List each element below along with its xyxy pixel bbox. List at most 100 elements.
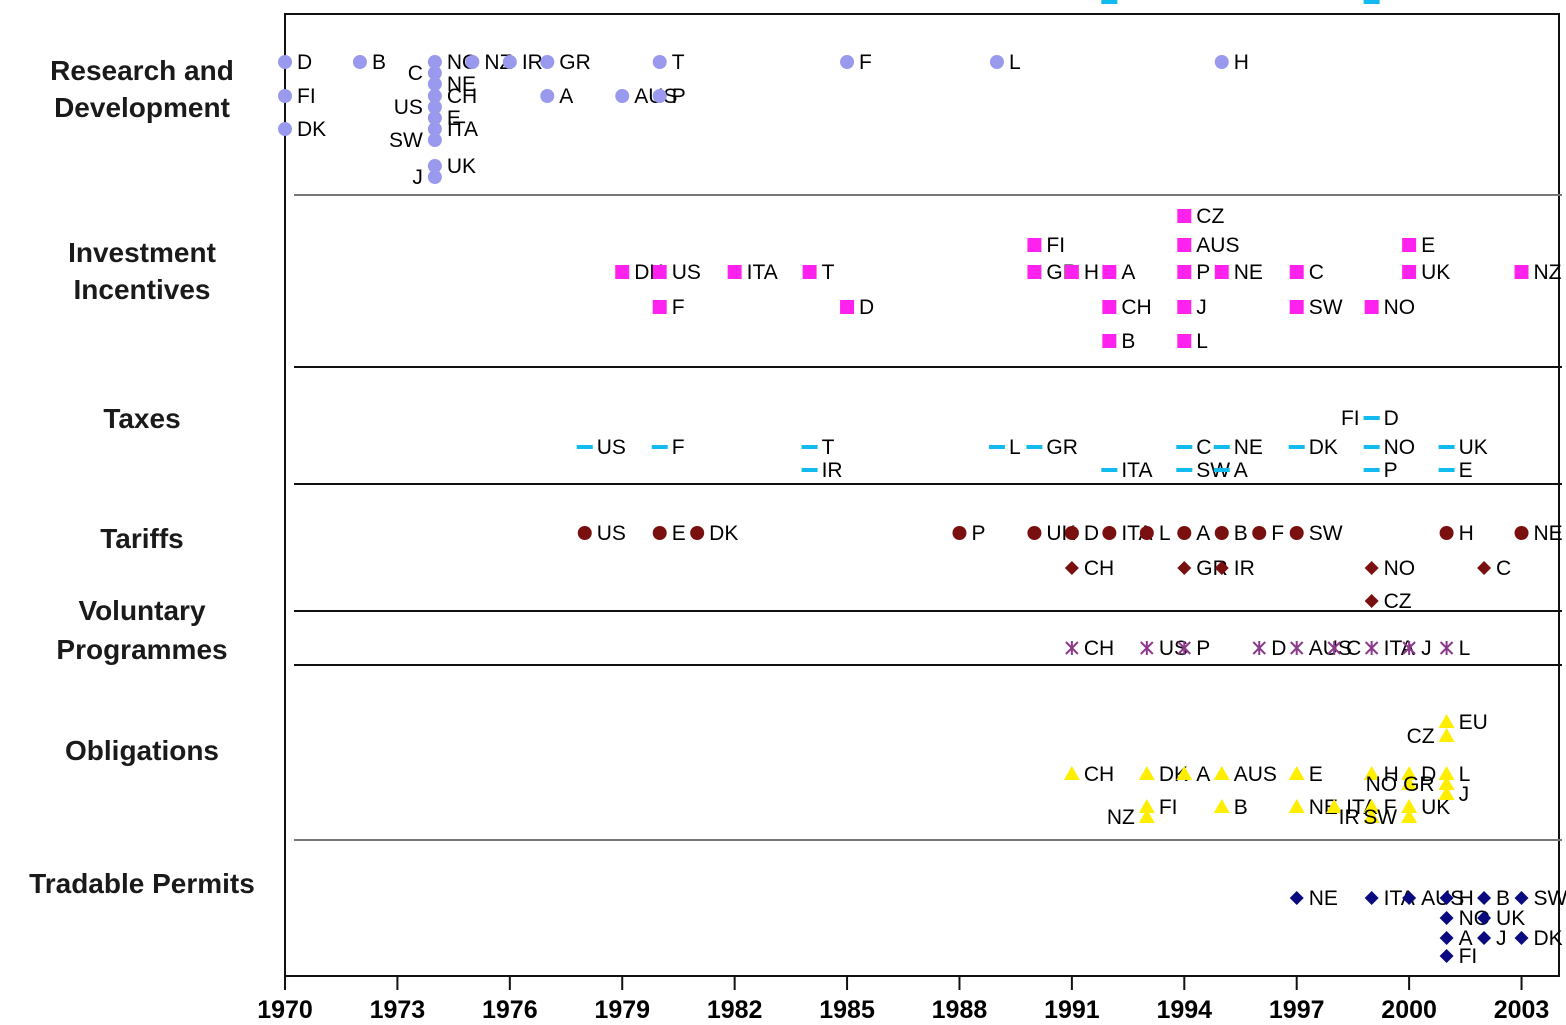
category-label: Investment [68,237,216,268]
point-label: DK [1159,763,1188,786]
point-marker [1064,561,1079,575]
category-label: Tradable Permits [29,868,255,899]
point-marker [1326,799,1343,813]
point-marker [427,122,442,136]
point-marker [1438,786,1455,800]
point-marker [427,89,442,103]
point-label: CH [1084,637,1114,660]
point-label: D [1421,763,1436,786]
point-label: ITA [1384,637,1415,660]
point-label: FI [1341,407,1360,430]
data-point: CZ [1363,0,1412,5]
data-point: NO [1364,557,1415,580]
point-marker [1364,561,1379,575]
point-marker [1177,209,1192,223]
point-label: US [1159,637,1188,660]
point-marker [952,526,967,540]
data-point: C [1176,436,1211,459]
point-label: D [1271,637,1286,660]
point-label: UK [1421,261,1450,284]
point-label: C [1196,436,1211,459]
point-label: CZ [1384,0,1412,5]
data-point: NE [1289,887,1338,910]
data-point: NE [1514,522,1563,545]
point-label: A [1459,927,1473,950]
data-point: H [1439,887,1474,910]
data-point: H [1064,261,1099,284]
point-label: H [1084,261,1099,284]
data-point: FI [278,85,316,108]
point-label: J [1496,927,1507,950]
data-point: NO [1439,907,1490,930]
point-marker [1364,300,1379,314]
x-tick-label: 1985 [819,996,875,1024]
data-point: E [427,107,461,130]
point-marker [1213,766,1230,780]
point-marker [1213,468,1230,472]
data-point: US [1140,637,1188,660]
data-point: H [1363,763,1399,786]
category-label: Incentives [74,274,211,305]
point-marker [1363,766,1380,780]
point-label: SW [389,129,423,152]
data-point: D [840,296,874,319]
data-point: B [352,51,386,74]
x-tick-label: 2003 [1494,996,1550,1024]
point-marker [1027,238,1042,252]
point-label: D [859,296,874,319]
data-point: P [1363,459,1398,482]
data-point: DK [690,522,738,545]
point-marker [1363,0,1380,4]
data-point: NO [1364,296,1415,319]
data-point: SW [1176,459,1230,482]
point-label: H [1234,51,1249,74]
point-marker [1063,766,1080,780]
x-tick-label: 1982 [707,996,763,1024]
data-point: IR [801,459,843,482]
point-marker [1102,300,1117,314]
point-marker [652,300,667,314]
point-marker [1177,265,1192,279]
point-marker [1364,594,1379,608]
point-marker [1101,0,1118,4]
point-marker [1438,728,1455,742]
point-marker [577,526,592,540]
point-marker [278,122,292,136]
point-marker [652,265,667,279]
data-point: NO [1363,436,1415,459]
point-marker [1402,265,1417,279]
point-marker [427,66,442,80]
data-point: FI [1439,945,1477,968]
point-marker [1401,776,1418,790]
point-marker [1477,911,1492,925]
data-point: IR [1339,806,1380,829]
data-point: CH [1064,557,1114,580]
point-marker [615,265,630,279]
point-label: NZ [1107,806,1135,829]
data-point: US [394,96,442,119]
point-marker [427,77,442,91]
point-label: ITA [747,261,778,284]
data-point: ITA [1101,459,1152,482]
point-label: NE [447,73,476,96]
data-point: DK [1138,763,1188,786]
data-point: GR [540,51,591,74]
point-label: B [1121,330,1135,353]
point-label: AUS [1196,234,1239,257]
point-marker [1477,891,1492,905]
point-marker [1402,891,1417,905]
data-point: D [1064,522,1099,545]
data-point: SW [1514,887,1566,910]
data-point: AUS [615,85,677,108]
point-marker [1214,561,1229,575]
data-point: CZ [1177,205,1224,228]
data-point: A [1439,927,1473,950]
point-label: F [672,296,685,319]
data-point: J [1438,783,1470,806]
point-label: DK [1534,927,1563,950]
data-point: SW [1363,806,1418,829]
point-label: J [1459,783,1470,806]
category-label: Taxes [103,403,180,434]
plot-border [284,13,1560,977]
x-tick-label: 1979 [594,996,650,1024]
